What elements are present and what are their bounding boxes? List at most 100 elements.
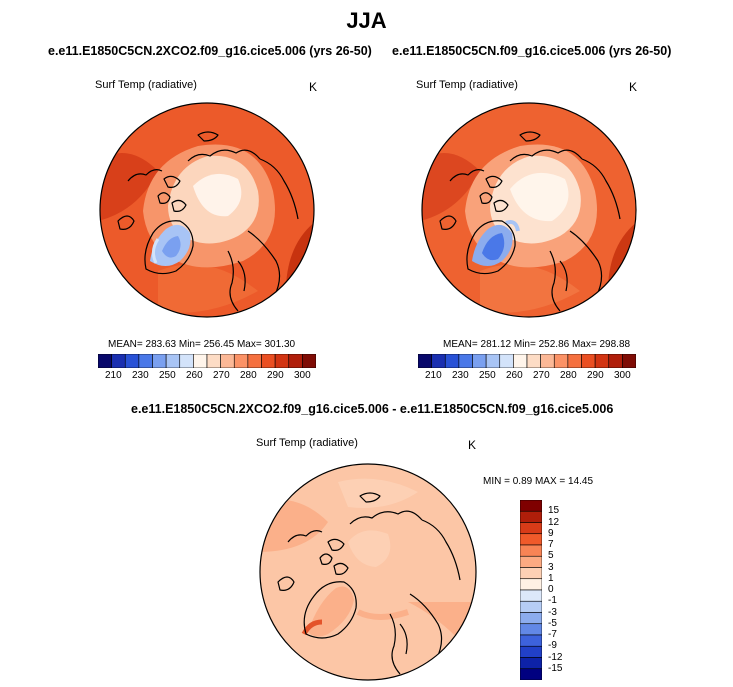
panel2-map — [421, 102, 637, 318]
panel1-tick: 210 — [105, 370, 122, 381]
panel3-colorbar-boxes — [520, 500, 542, 680]
panel2-tick: 260 — [506, 370, 523, 381]
panel2-tick: 290 — [587, 370, 604, 381]
panel3-tick: 9 — [548, 528, 554, 539]
panel2-title: e.e11.E1850C5CN.f09_g16.cice5.006 (yrs 2… — [392, 44, 672, 58]
panel1-colorbar-ticks: 210 230 250 260 270 280 290 300 — [98, 370, 316, 384]
page-title: JJA — [346, 8, 387, 33]
panel2-tick: 210 — [425, 370, 442, 381]
panel1-stats: MEAN= 283.63 Min= 256.45 Max= 301.30 — [108, 339, 296, 350]
panel1-tick: 230 — [132, 370, 149, 381]
colorbar-box — [520, 522, 542, 535]
panel1-map — [99, 102, 315, 318]
panel3-tick: -5 — [548, 618, 557, 629]
panel3-stats: MIN = 0.89 MAX = 14.45 — [483, 476, 594, 487]
colorbar-box — [165, 354, 181, 368]
panel3-tick: -12 — [548, 652, 563, 663]
panel1-colorbar — [98, 354, 316, 368]
panel2-colorbar-ticks: 210 230 250 260 270 280 290 300 — [418, 370, 636, 384]
panel3-tick: 12 — [548, 517, 560, 528]
colorbar-box — [288, 354, 303, 368]
colorbar-box — [520, 668, 542, 680]
panel3-colorbar-ticks: 15 12 9 7 5 3 1 0 -1 -3 -5 -7 -9 -12 -15 — [546, 500, 586, 680]
panel1-title: e.e11.E1850C5CN.2XCO2.f09_g16.cice5.006 … — [48, 44, 372, 58]
colorbar-box — [152, 354, 167, 368]
panel2-tick: 270 — [533, 370, 550, 381]
colorbar-box — [520, 589, 542, 602]
colorbar-box — [193, 354, 208, 368]
panel3-tick: 15 — [548, 505, 560, 516]
panel3-tick: -9 — [548, 640, 557, 651]
colorbar-box — [520, 500, 542, 512]
colorbar-box — [520, 645, 542, 658]
colorbar-box — [608, 354, 623, 368]
panel3-colorbar — [520, 500, 542, 680]
panel2-tick: 250 — [479, 370, 496, 381]
panel1-tick: 270 — [213, 370, 230, 381]
colorbar-box — [247, 354, 262, 368]
panel3-tick: 0 — [548, 584, 554, 595]
panel1-colorbar-boxes — [98, 354, 316, 368]
colorbar-box — [581, 354, 596, 368]
panel3-tick: -1 — [548, 595, 557, 606]
colorbar-box — [520, 555, 542, 568]
colorbar-box — [418, 354, 432, 368]
colorbar-box — [520, 623, 542, 636]
panel2-stats: MEAN= 281.12 Min= 252.86 Max= 298.88 — [443, 339, 631, 350]
colorbar-box — [567, 354, 582, 368]
panel1-units: K — [309, 80, 318, 94]
colorbar-box — [594, 354, 610, 368]
colorbar-box — [520, 510, 542, 523]
colorbar-box — [526, 354, 541, 368]
colorbar-box — [622, 354, 636, 368]
colorbar-box — [261, 354, 276, 368]
colorbar-box — [485, 354, 501, 368]
colorbar-box — [302, 354, 316, 368]
panel1-tick: 250 — [159, 370, 176, 381]
colorbar-box — [520, 533, 542, 546]
colorbar-box — [274, 354, 290, 368]
panel1-variable-label: Surf Temp (radiative) — [95, 79, 197, 91]
panel2-units: K — [629, 80, 638, 94]
panel3-title: e.e11.E1850C5CN.2XCO2.f09_g16.cice5.006 … — [131, 402, 614, 416]
panel3-tick: -7 — [548, 629, 557, 640]
colorbar-box — [513, 354, 528, 368]
panel3-map — [259, 463, 477, 681]
panel3-tick: 1 — [548, 573, 554, 584]
colorbar-box — [520, 600, 542, 613]
colorbar-box — [111, 354, 126, 368]
colorbar-box — [540, 354, 555, 368]
colorbar-box — [520, 578, 542, 591]
colorbar-box — [520, 634, 542, 647]
panel3-tick: 5 — [548, 550, 554, 561]
panel2-tick: 230 — [452, 370, 469, 381]
panel3-tick: 7 — [548, 539, 554, 550]
colorbar-box — [124, 354, 140, 368]
panel3-variable-label: Surf Temp (radiative) — [256, 437, 358, 449]
panel2-tick: 280 — [560, 370, 577, 381]
colorbar-box — [138, 354, 153, 368]
colorbar-box — [220, 354, 235, 368]
panel3-units: K — [468, 438, 477, 452]
panel3-tick: -15 — [548, 663, 563, 674]
colorbar-box — [458, 354, 473, 368]
panel1-tick: 300 — [294, 370, 311, 381]
colorbar-box — [431, 354, 446, 368]
colorbar-box — [233, 354, 249, 368]
panel1-tick: 260 — [186, 370, 203, 381]
colorbar-box — [472, 354, 487, 368]
colorbar-box — [520, 657, 542, 670]
panel2-colorbar — [418, 354, 636, 368]
colorbar-box — [520, 612, 542, 625]
panel3-tick: 3 — [548, 562, 554, 573]
colorbar-box — [444, 354, 460, 368]
colorbar-box — [98, 354, 112, 368]
colorbar-box — [520, 567, 542, 580]
panel1-tick: 290 — [267, 370, 284, 381]
panel2-tick: 300 — [614, 370, 631, 381]
colorbar-box — [206, 354, 221, 368]
colorbar-box — [499, 354, 514, 368]
colorbar-box — [520, 544, 542, 557]
colorbar-box — [179, 354, 194, 368]
panel2-colorbar-boxes — [418, 354, 636, 368]
